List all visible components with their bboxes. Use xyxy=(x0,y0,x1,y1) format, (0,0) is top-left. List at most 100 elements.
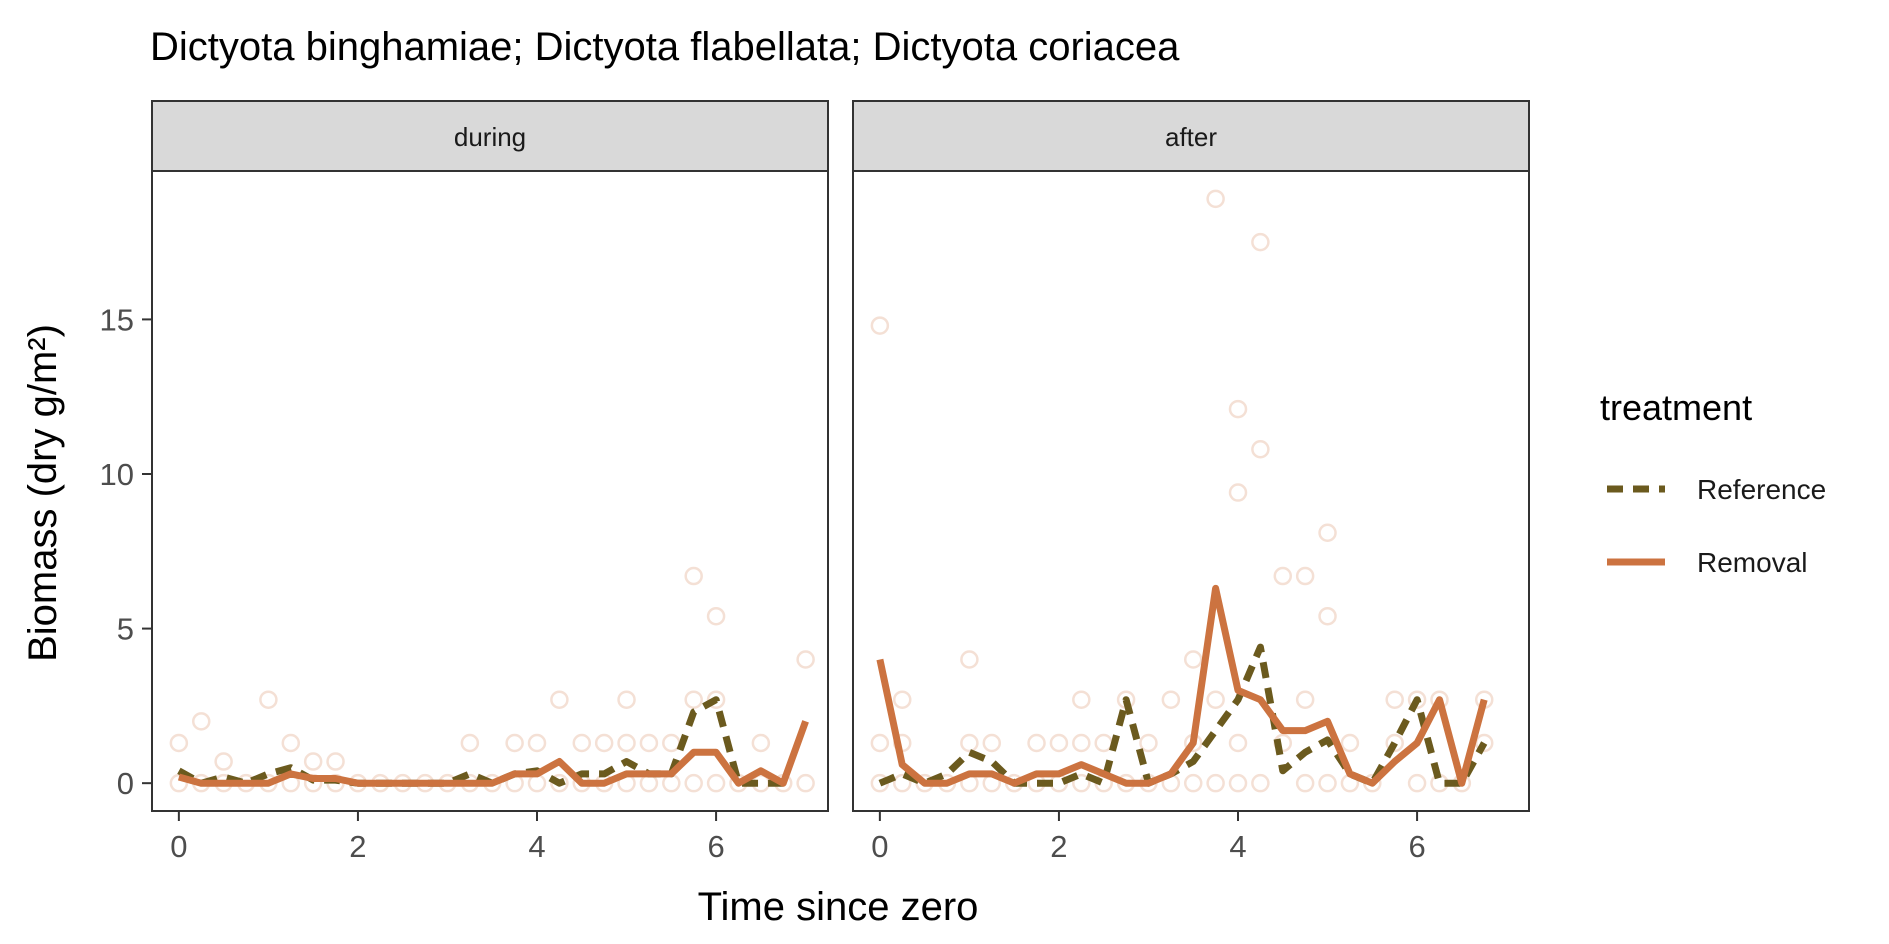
series-line-removal xyxy=(177,720,809,787)
data-point xyxy=(1251,440,1270,459)
panel-during: during 0 2 4 6 0 5 10 15 xyxy=(100,100,829,864)
facet-label-during: during xyxy=(454,122,526,152)
y-tick-label: 10 xyxy=(100,457,134,492)
data-point xyxy=(1407,773,1427,793)
data-point xyxy=(326,752,345,771)
data-point xyxy=(706,606,726,626)
data-point xyxy=(892,773,912,793)
data-point xyxy=(1295,773,1315,793)
data-point xyxy=(684,566,703,586)
data-point xyxy=(1251,773,1270,793)
x-tick-label: 0 xyxy=(170,829,187,864)
data-point xyxy=(1228,399,1248,419)
legend-label: Reference xyxy=(1697,474,1826,505)
data-point xyxy=(1385,690,1404,709)
legend-label: Removal xyxy=(1697,547,1807,578)
data-point xyxy=(1161,690,1181,709)
data-point xyxy=(572,733,592,753)
panel-border xyxy=(151,170,829,812)
data-point xyxy=(1251,232,1270,252)
data-point xyxy=(1049,733,1069,753)
data-point xyxy=(870,733,890,753)
y-axis-label: Biomass (dry g/m²) xyxy=(21,324,65,662)
data-point xyxy=(1027,733,1046,753)
data-point xyxy=(960,650,979,669)
data-point xyxy=(639,733,659,753)
data-point xyxy=(1385,733,1404,753)
x-tick-label: 0 xyxy=(871,829,888,864)
facet-strip xyxy=(852,100,1530,172)
data-point xyxy=(1228,733,1248,753)
data-point xyxy=(684,690,703,709)
panel-border xyxy=(852,170,1530,812)
data-point xyxy=(1183,773,1203,793)
legend: treatment Reference Removal xyxy=(1600,387,1826,578)
data-point xyxy=(1206,189,1225,209)
data-point xyxy=(892,690,912,709)
x-axis-label: Time since zero xyxy=(698,885,979,929)
panel-after: after 0 2 4 6 xyxy=(852,100,1530,864)
data-point xyxy=(550,773,569,793)
data-point xyxy=(281,733,301,753)
legend-entry-reference: Reference xyxy=(1607,474,1826,505)
y-tick-label: 15 xyxy=(100,302,134,337)
data-point xyxy=(1407,690,1427,709)
legend-entry-removal: Removal xyxy=(1607,547,1807,578)
data-point xyxy=(684,773,703,793)
x-tick-label: 6 xyxy=(1408,829,1425,864)
data-point xyxy=(1295,690,1315,709)
legend-title: treatment xyxy=(1600,387,1752,428)
data-point xyxy=(303,752,323,771)
data-point xyxy=(169,733,189,753)
data-point xyxy=(214,752,233,771)
data-point xyxy=(982,733,1002,753)
data-point xyxy=(1228,483,1248,502)
data-point xyxy=(617,690,636,709)
data-point xyxy=(1318,606,1337,626)
data-point xyxy=(1295,566,1315,586)
data-point xyxy=(505,733,524,753)
panel-background xyxy=(853,171,1529,811)
data-point xyxy=(617,733,636,753)
series-line-removal xyxy=(876,584,1488,787)
data-point xyxy=(191,712,211,731)
chart-title: Dictyota binghamiae; Dictyota flabellata… xyxy=(150,25,1180,69)
data-point xyxy=(1183,650,1203,669)
y-tick-label: 0 xyxy=(117,766,134,801)
data-point xyxy=(1228,773,1248,793)
x-tick-label: 2 xyxy=(1050,829,1067,864)
data-point xyxy=(870,316,890,335)
data-point xyxy=(706,690,726,709)
panel-background xyxy=(152,171,828,811)
data-point xyxy=(1206,773,1225,793)
data-point xyxy=(706,773,726,793)
data-point xyxy=(594,733,614,753)
data-point xyxy=(796,773,815,793)
data-point xyxy=(1318,773,1337,793)
facet-strip xyxy=(151,100,829,172)
data-point xyxy=(169,773,189,793)
data-point xyxy=(1474,733,1494,753)
facet-label-after: after xyxy=(1165,122,1217,152)
data-point xyxy=(550,690,569,709)
series-line-reference xyxy=(878,643,1488,787)
data-point xyxy=(960,733,979,753)
data-point xyxy=(1072,690,1091,709)
data-point xyxy=(751,733,771,753)
data-point xyxy=(1072,773,1091,793)
data-point xyxy=(796,650,815,669)
x-tick-label: 4 xyxy=(1229,829,1246,864)
data-point xyxy=(1139,733,1158,753)
data-point xyxy=(1273,566,1293,586)
data-point xyxy=(259,690,278,709)
x-tick-label: 4 xyxy=(528,829,545,864)
data-point xyxy=(1318,523,1337,542)
data-point xyxy=(460,733,480,753)
y-tick-label: 5 xyxy=(117,612,134,647)
x-tick-label: 2 xyxy=(349,829,366,864)
data-point xyxy=(527,733,547,753)
data-point xyxy=(1340,733,1360,753)
x-tick-label: 6 xyxy=(707,829,724,864)
facet-panels: during 0 2 4 6 0 5 10 15 after 0 2 4 6 xyxy=(100,100,1530,864)
